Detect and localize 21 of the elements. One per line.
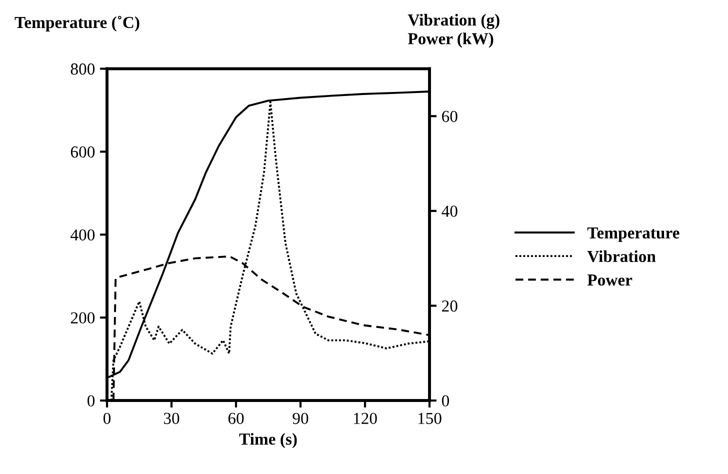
x-axis-title: Time (s) xyxy=(239,433,297,448)
y-tick-label: 800 xyxy=(70,63,95,75)
legend-label: Temperature xyxy=(587,227,680,242)
y2-tick-label: 0 xyxy=(442,395,450,406)
y-axis-title: Temperature (˚C) xyxy=(14,16,140,32)
x-tick-label: 0 xyxy=(103,412,111,424)
y-tick-label: 600 xyxy=(70,146,95,158)
y2-axis-title: Vibration (g) Power (kW) xyxy=(408,14,500,48)
x-tick-label: 30 xyxy=(164,412,180,424)
y2-tick-label: 20 xyxy=(442,300,458,312)
y-tick-label: 400 xyxy=(70,229,95,241)
y-tick-label: 0 xyxy=(88,395,95,406)
y2-tick-label: 60 xyxy=(442,110,458,122)
y2-tick-label: 40 xyxy=(442,206,458,217)
x-tick-label: 150 xyxy=(418,412,442,424)
legend-label: Vibration xyxy=(587,250,656,262)
x-tick-label: 120 xyxy=(354,412,377,424)
y-tick-label: 200 xyxy=(70,312,95,324)
x-tick-label: 90 xyxy=(292,412,308,424)
x-tick-label: 60 xyxy=(228,412,244,424)
legend-label: Power xyxy=(587,274,632,286)
